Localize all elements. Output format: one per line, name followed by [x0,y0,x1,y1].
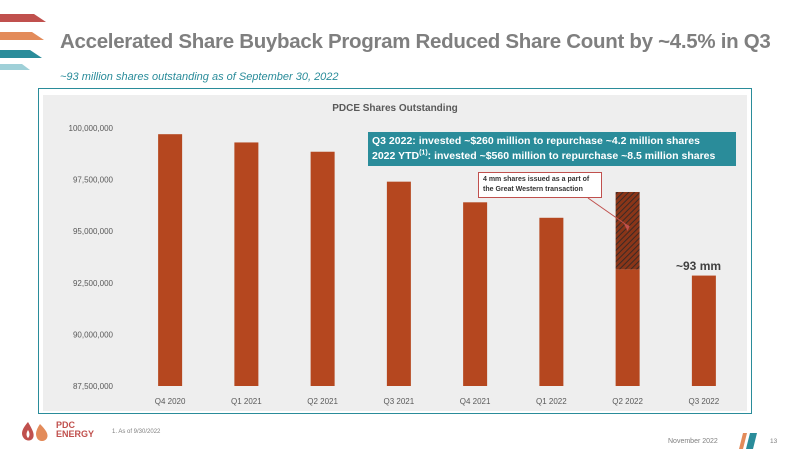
share-issuance-note: 4 mm shares issued as a part of the Grea… [478,172,602,198]
callout-footnote-ref: (1) [419,149,428,157]
last-bar-value-label: ~93 mm [676,259,722,273]
callout-line-2: 2022 YTD(1): invested ~$560 million to r… [372,149,732,164]
company-logo: PDC ENERGY [18,421,94,443]
bar [691,275,716,386]
x-tick-label: Q2 2021 [307,397,338,406]
bar [539,217,564,386]
logo-line-1: PDC [56,420,76,430]
corner-stripes-decoration [0,14,46,70]
y-tick-label: 87,500,000 [73,382,114,391]
x-tick-label: Q1 2022 [536,397,567,406]
chart-bars [158,134,716,386]
y-tick-label: 90,000,000 [73,330,114,339]
callout-line-1: Q3 2022: invested ~$260 million to repur… [372,135,700,147]
y-tick-label: 95,000,000 [73,227,114,236]
note-arrow-head [623,222,630,231]
footer-brand-mark-icon [739,433,757,449]
x-tick-label: Q3 2022 [689,397,720,406]
x-tick-label: Q3 2021 [384,397,415,406]
chart-title: PDCE Shares Outstanding [332,103,458,114]
flame-drop-logo-icon [22,422,48,441]
page-number: 13 [770,438,778,445]
y-axis-tick-labels: 87,500,000 90,000,000 92,500,000 95,000,000… [69,124,114,391]
page-subtitle: ~93 million shares outstanding as of Sep… [60,71,339,83]
callout-line-2-suffix: : invested ~$560 million to repurchase ~… [427,150,716,162]
bar [310,151,335,386]
x-tick-label: Q4 2021 [460,397,491,406]
bar [615,269,640,386]
logo-wordmark: PDC ENERGY [56,421,94,439]
x-tick-label: Q1 2021 [231,397,262,406]
x-tick-label: Q2 2022 [612,397,643,406]
footer-date: November 2022 [668,438,718,445]
y-tick-label: 97,500,000 [73,176,114,185]
page-title: Accelerated Share Buyback Program Reduce… [60,30,771,53]
bar [234,142,259,386]
y-tick-label: 100,000,000 [69,124,114,133]
x-tick-label: Q4 2020 [155,397,186,406]
y-tick-label: 92,500,000 [73,279,114,288]
bar [386,181,411,386]
footnote: 1. As of 9/30/2022 [112,429,161,435]
callout-line-2-prefix: 2022 YTD [372,150,420,162]
bar [158,134,183,386]
note-arrow [587,197,627,226]
x-axis-tick-labels: Q4 2020 Q1 2021 Q2 2021 Q3 2021 Q4 2021 Q1 20… [155,397,720,406]
bar [463,202,488,386]
buyback-callout-box: Q3 2022: invested ~$260 million to repur… [368,132,736,166]
logo-line-2: ENERGY [56,429,95,439]
